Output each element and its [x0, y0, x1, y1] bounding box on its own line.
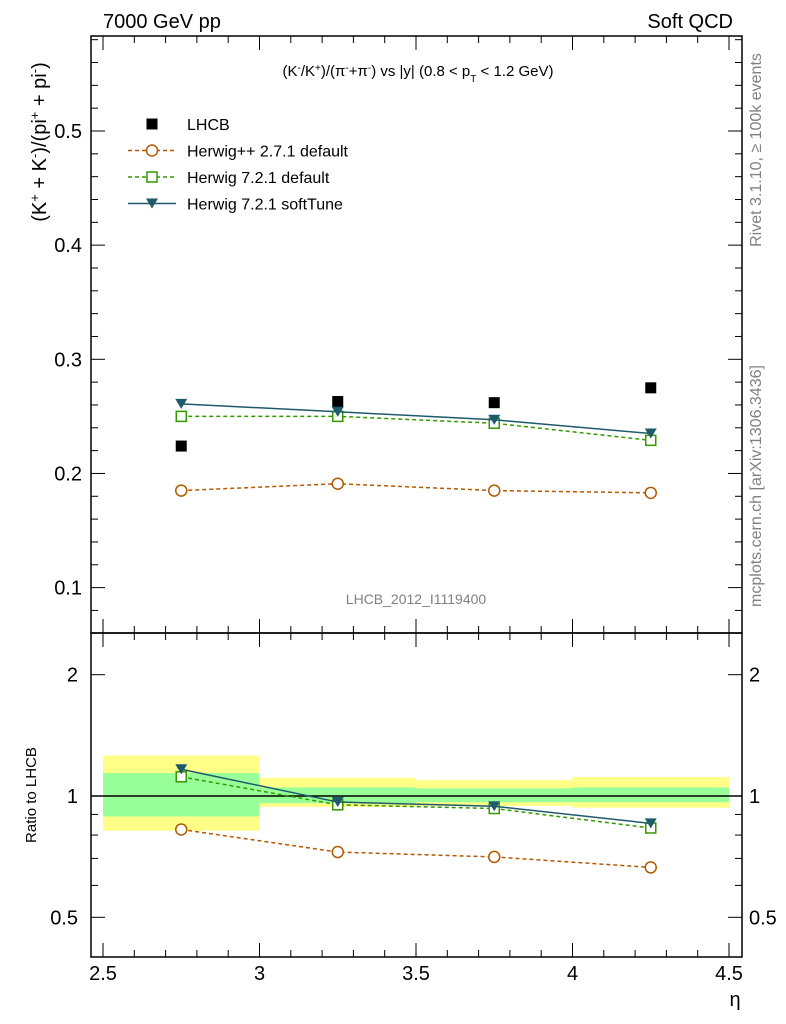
ratio-panel: 0.5 0.5 1 1 2 2 Ratio to LHCB 2.5 3 3.5 4 4.5 η — [23, 632, 777, 1011]
ratio-y-tick-labels: 0.5 0.5 1 1 2 2 — [50, 665, 777, 930]
main-point-3 — [644, 428, 657, 439]
ratio-point-0 — [331, 845, 344, 859]
legend-marker — [146, 171, 158, 183]
main-y-axis-label: (K+ + K-)/(pi+ + pi-) — [27, 62, 52, 222]
x-tick-label: 4.5 — [715, 963, 743, 985]
main-y-tick-label: 0.4 — [54, 235, 82, 257]
ratio-point-0 — [175, 823, 188, 836]
analysis-watermark: LHCB_2012_I1119400 — [346, 591, 487, 607]
main-panel: 0.1 0.2 0.3 0.4 0.5 (K-/K+)/(π-+π-) vs |y| (… — [27, 35, 743, 634]
main-point-1 — [488, 484, 501, 497]
header-left-label: 7000 GeV pp — [103, 11, 221, 33]
ratio-point-0 — [644, 861, 657, 874]
main-series-line-2 — [181, 415, 651, 442]
main-y-tick-label: 0.5 — [54, 121, 82, 143]
ratio-uncertainty-bands — [91, 755, 742, 831]
main-title: (K-/K+)/(π-+π-) vs |y| (0.8 < pT < 1.2 G… — [283, 63, 554, 85]
ratio-point-2 — [175, 764, 188, 775]
legend-entry-label: Herwig 7.2.1 softTune — [187, 197, 343, 214]
ratio-y-tick-label-right: 0.5 — [749, 907, 777, 929]
main-y-tick-label: 0.1 — [54, 578, 82, 600]
legend-entry-label: LHCB — [187, 117, 230, 134]
main-point-1 — [644, 486, 657, 500]
mcplots-reference-label: mcplots.cern.ch [arXiv:1306.3436] — [748, 365, 765, 607]
ratio-series-line-1 — [181, 776, 651, 829]
main-ticks — [91, 36, 742, 633]
ratio-point-2 — [331, 797, 344, 808]
ratio-series-line-0 — [181, 828, 651, 869]
ratio-data-marks — [175, 764, 657, 874]
ratio-series-line-2 — [181, 768, 651, 825]
ratio-point-0 — [488, 850, 501, 864]
ratio-y-axis-label: Ratio to LHCB — [23, 747, 40, 843]
main-point-0 — [175, 440, 187, 452]
ratio-stat-band — [572, 787, 729, 803]
legend-entry-label: Herwig++ 2.7.1 default — [187, 144, 349, 161]
legend: LHCB Herwig++ 2.7.1 default Herwig 7.2.1 d… — [128, 117, 349, 214]
main-point-3 — [175, 398, 188, 409]
legend-marker — [146, 198, 158, 209]
main-series-line-3 — [181, 403, 651, 435]
ratio-point-2 — [644, 818, 657, 829]
main-point-0 — [488, 397, 500, 409]
x-tick-label: 3.5 — [402, 963, 430, 985]
rivet-version-label: Rivet 3.1.10, ≥ 100k events — [748, 53, 765, 247]
ratio-y-tick-label-right: 1 — [749, 786, 760, 808]
main-y-tick-label: 0.2 — [54, 463, 82, 485]
ratio-ticks — [91, 633, 742, 957]
legend-marker — [146, 118, 158, 130]
ratio-y-tick-label: 2 — [67, 665, 78, 687]
main-point-3 — [331, 406, 344, 417]
main-point-1 — [175, 484, 188, 497]
main-point-3 — [488, 414, 501, 425]
main-point-2 — [175, 410, 187, 423]
main-y-tick-label: 0.3 — [54, 349, 82, 371]
header-right-label: Soft QCD — [647, 11, 733, 33]
x-tick-label: 4 — [567, 963, 578, 985]
main-point-0 — [332, 396, 344, 408]
ratio-y-tick-label: 1 — [67, 786, 78, 808]
ratio-point-2 — [488, 801, 501, 812]
main-y-tick-labels: 0.1 0.2 0.3 0.4 0.5 — [54, 121, 82, 600]
legend-entry-label: Herwig 7.2.1 default — [187, 170, 330, 187]
x-tick-label: 3 — [254, 963, 265, 985]
ratio-y-tick-label: 0.5 — [50, 907, 78, 929]
x-tick-label: 2.5 — [89, 963, 117, 985]
x-tick-labels: 2.5 3 3.5 4 4.5 — [89, 963, 743, 985]
ratio-y-tick-label-right: 2 — [749, 665, 760, 687]
x-axis-label: η — [729, 989, 740, 1011]
main-series-line-1 — [181, 482, 651, 494]
main-data-marks — [175, 382, 657, 500]
main-point-0 — [645, 382, 657, 394]
main-point-1 — [331, 477, 344, 490]
legend-marker — [145, 144, 159, 157]
